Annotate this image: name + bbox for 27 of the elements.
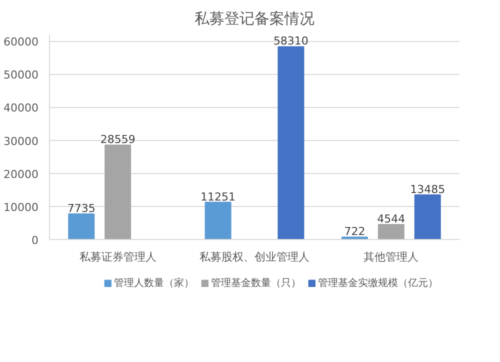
y-tick-label: 50000 <box>4 68 39 82</box>
x-tick-label: 其他管理人 <box>364 250 419 264</box>
bar <box>204 202 232 240</box>
legend-label: 管理基金实缴规模（亿元） <box>318 276 438 290</box>
x-tick-label: 私募证券管理人 <box>79 250 156 264</box>
bar <box>278 46 304 240</box>
bar <box>378 224 404 240</box>
data-label: 58310 <box>273 34 308 48</box>
y-tick-label: 40000 <box>4 102 39 115</box>
data-label: 28559 <box>100 133 136 146</box>
x-tick-label: 私募股权、创业管理人 <box>200 250 310 264</box>
data-label: 7735 <box>67 202 96 215</box>
chart-title: 私募登记备案情况 <box>194 10 314 28</box>
data-label: 4544 <box>377 212 406 226</box>
data-label: 722 <box>344 225 366 238</box>
legend-label: 管理基金数量（只） <box>211 276 301 290</box>
data-label: 13485 <box>410 182 446 196</box>
y-tick-label: 10000 <box>4 200 39 214</box>
bar <box>68 213 95 240</box>
y-tick-label: 60000 <box>4 36 39 49</box>
y-tick-label: 20000 <box>4 168 39 181</box>
y-tick-label: 30000 <box>4 134 39 148</box>
bar <box>104 144 132 240</box>
y-tick-label: 0 <box>32 234 38 247</box>
bar <box>414 194 441 240</box>
data-label: 11251 <box>200 190 236 204</box>
legend-label: 管理人数量（家） <box>114 276 194 290</box>
